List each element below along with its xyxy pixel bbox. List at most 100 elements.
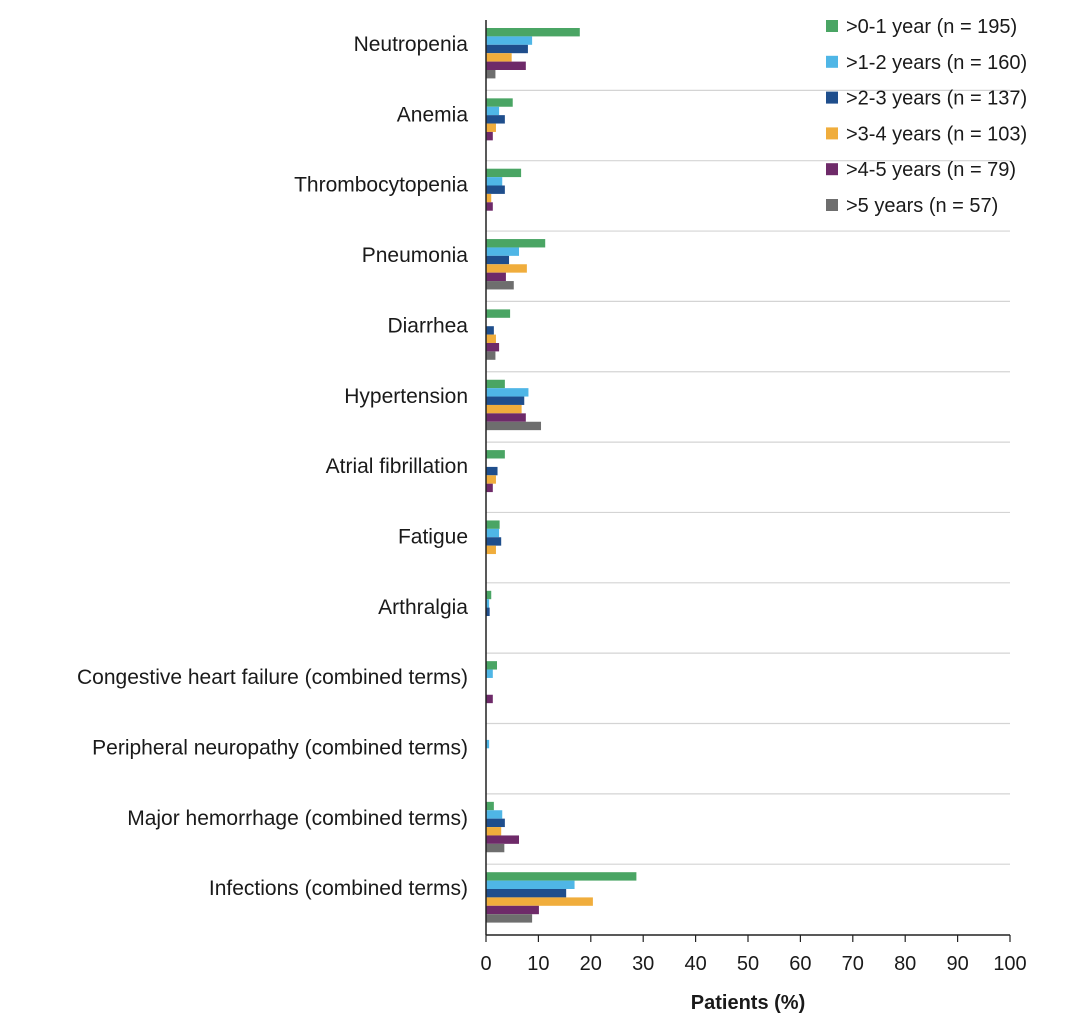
bar [486,827,502,836]
legend-swatch [826,20,838,32]
bar [486,607,490,616]
category-label: Arthralgia [378,596,468,619]
bar [486,264,527,273]
bar [486,379,505,389]
bar [486,905,539,915]
bar [486,661,498,670]
bar [486,98,513,107]
legend-swatch [826,127,838,140]
bar [486,599,490,608]
bar [486,810,503,819]
category-label: Diarrhea [387,314,468,337]
bar [486,53,512,62]
bar [486,177,503,186]
category-labels: Neutropenia Anemia Thrombocytopenia Pneumon… [77,33,468,900]
category-label: Major hemorrhage (combined terms) [127,807,468,830]
bar [486,247,520,256]
bar [486,590,492,600]
x-tick-label: 50 [737,953,759,975]
x-tick-label: 0 [480,953,491,975]
bar [486,872,637,881]
legend-label: >3-4 years (n = 103) [846,123,1027,145]
category-label: Thrombocytopenia [294,174,468,197]
bar [486,239,546,248]
bar [486,123,496,132]
bar [486,106,500,116]
legend-swatch [826,55,838,68]
legend-swatch [826,163,838,176]
bar [486,404,522,414]
bar [486,272,506,282]
category-label: Infections (combined terms) [209,877,468,900]
category-label: Congestive heart failure (combined terms… [77,666,468,689]
category-label: Hypertension [344,385,468,408]
legend-swatch [826,91,838,104]
bar [486,421,542,431]
bar [486,520,500,529]
legend-label: >2-3 years (n = 137) [846,88,1027,110]
x-axis-title: Patients (%) [691,992,805,1014]
bar [486,202,493,211]
category-label: Atrial fibrillation [326,455,468,478]
bar [486,281,514,290]
legend-label: >0-1 year (n = 195) [846,16,1017,38]
bar [486,914,533,923]
bar [486,694,493,704]
bar [486,70,496,79]
x-ticks: 0 10 20 30 40 50 60 70 80 90 100 [480,935,1027,975]
x-tick-label: 80 [894,953,916,975]
bars [486,28,637,923]
category-label: Peripheral neuropathy (combined terms) [92,737,468,760]
bar [486,28,580,37]
bar [486,255,510,265]
category-label: Neutropenia [354,33,469,56]
bar [486,739,490,749]
x-tick-label: 70 [842,953,864,975]
category-label: Anemia [397,103,469,126]
bar [486,528,500,538]
bar [486,897,593,906]
bar [486,334,496,343]
x-tick-label: 100 [993,953,1026,975]
bar [486,669,493,678]
gridlines [486,89,1010,865]
legend-label: >1-2 years (n = 160) [846,52,1027,74]
x-tick-label: 90 [946,953,968,975]
bar [486,326,494,335]
category-label: Fatigue [398,525,468,548]
legend: >0-1 year (n = 195) >1-2 years (n = 160) >… [826,16,1027,217]
bar [486,44,528,54]
bar [486,801,494,811]
x-tick-label: 20 [580,953,602,975]
bar [486,450,505,459]
bar [486,115,505,124]
bar [486,351,496,360]
bar [486,193,492,203]
x-tick-label: 30 [632,953,654,975]
bar [486,843,505,853]
bar [486,818,505,828]
bar [486,168,522,178]
bar [486,413,526,422]
bar [486,343,500,352]
legend-swatch [826,199,838,211]
bar [486,545,496,555]
bar [486,61,526,70]
x-tick-label: 40 [684,953,706,975]
bar [486,396,525,405]
bar [486,835,520,844]
bar [486,889,567,898]
x-tick-label: 10 [527,953,549,975]
category-label: Pneumonia [362,244,469,267]
bar [486,185,505,194]
legend-label: >4-5 years (n = 79) [846,159,1016,181]
bar [486,466,498,476]
bar [486,388,529,397]
bar [486,309,511,318]
bar [486,483,493,493]
bar [486,475,496,484]
bar [486,880,575,889]
bar [486,36,533,45]
bar [486,131,493,141]
